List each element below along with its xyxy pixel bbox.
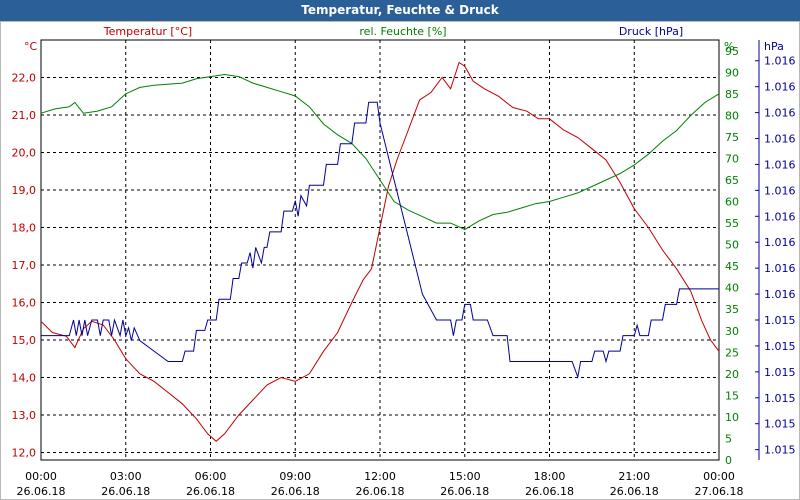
- humidity-tick-label: 20: [725, 368, 739, 381]
- humidity-tick-label: 30: [725, 325, 739, 338]
- humidity-tick-label: 45: [725, 260, 739, 273]
- x-tick-date: 26.06.18: [440, 485, 489, 498]
- pressure-tick-label: 1.015: [764, 340, 796, 353]
- humidity-tick-label: 60: [725, 196, 739, 209]
- temperature-axis-title: Temperatur [°C]: [103, 25, 192, 38]
- pressure-tick-label: 1.016: [764, 184, 796, 197]
- x-tick-date: 26.06.18: [17, 485, 66, 498]
- series-lines: [40, 61, 720, 442]
- x-tick-time: 06:00: [195, 470, 227, 483]
- x-tick-time: 18:00: [534, 470, 566, 483]
- pressure-tick-label: 1.016: [764, 210, 796, 223]
- x-tick-date: 26.06.18: [525, 485, 574, 498]
- humidity-tick-label: 80: [725, 109, 739, 122]
- temperature-series-line: [40, 61, 720, 442]
- pressure-tick-label: 1.015: [764, 444, 796, 457]
- temperature-tick-label: 18,0: [12, 222, 37, 235]
- x-tick-date: 26.06.18: [356, 485, 405, 498]
- pressure-tick-label: 1.015: [764, 418, 796, 431]
- temperature-tick-label: 14,0: [12, 372, 37, 385]
- tick-labels: 00:00 26.06.18 03:00 26.06.18 06:00 26.06.18 0…: [12, 45, 796, 498]
- pressure-tick-label: 1.015: [764, 392, 796, 405]
- pressure-tick-label: 1.016: [764, 81, 796, 94]
- axis-labels: °C Temperatur [°C] rel. Feuchte [%] Druc…: [24, 25, 784, 53]
- humidity-series-line: [40, 73, 720, 231]
- pressure-tick-label: 1.015: [764, 314, 796, 327]
- humidity-unit-label: %: [724, 40, 734, 53]
- humidity-tick-label: 50: [725, 239, 739, 252]
- x-tick-date: 26.06.18: [101, 485, 150, 498]
- x-tick-time: 00:00: [25, 470, 57, 483]
- pressure-tick-label: 1.016: [764, 133, 796, 146]
- temperature-tick-label: 17,0: [12, 259, 37, 272]
- axis-lines: [40, 39, 760, 461]
- pressure-tick-label: 1.016: [764, 262, 796, 275]
- humidity-tick-label: 25: [725, 346, 739, 359]
- x-tick-date: 27.06.18: [695, 485, 744, 498]
- pressure-unit-label: hPa: [764, 40, 784, 53]
- humidity-tick-label: 85: [725, 88, 739, 101]
- chart-title: Temperatur, Feuchte & Druck: [0, 0, 800, 21]
- pressure-tick-label: 1.016: [764, 288, 796, 301]
- humidity-tick-label: 5: [725, 432, 732, 445]
- humidity-tick-label: 70: [725, 152, 739, 165]
- temperature-tick-label: 20,0: [12, 147, 37, 160]
- temperature-tick-label: 12,0: [12, 447, 37, 460]
- humidity-tick-label: 75: [725, 131, 739, 144]
- plot-border: [40, 39, 720, 461]
- x-tick-date: 26.06.18: [610, 485, 659, 498]
- temperature-tick-label: 13,0: [12, 409, 37, 422]
- humidity-tick-label: 15: [725, 389, 739, 402]
- humidity-tick-label: 40: [725, 282, 739, 295]
- pressure-tick-label: 1.016: [764, 107, 796, 120]
- x-tick-time: 12:00: [364, 470, 396, 483]
- x-tick-time: 00:00: [703, 470, 735, 483]
- temperature-tick-label: 19,0: [12, 184, 37, 197]
- x-tick-date: 26.06.18: [186, 485, 235, 498]
- temperature-unit-label: °C: [24, 40, 38, 53]
- x-tick-date: 26.06.18: [271, 485, 320, 498]
- x-tick-time: 03:00: [110, 470, 142, 483]
- humidity-tick-label: 35: [725, 303, 739, 316]
- temperature-tick-label: 16,0: [12, 297, 37, 310]
- humidity-tick-label: 55: [725, 217, 739, 230]
- humidity-axis-title: rel. Feuchte [%]: [359, 25, 446, 38]
- humidity-tick-label: 65: [725, 174, 739, 187]
- humidity-tick-label: 10: [725, 411, 739, 424]
- humidity-tick-label: 90: [725, 66, 739, 79]
- humidity-tick-label: 95: [725, 45, 739, 58]
- grid-lines: [41, 40, 719, 460]
- x-tick-time: 21:00: [618, 470, 650, 483]
- pressure-axis-title: Druck [hPa]: [619, 25, 683, 38]
- temperature-tick-label: 21,0: [12, 109, 37, 122]
- x-tick-time: 15:00: [449, 470, 481, 483]
- x-tick-time: 09:00: [279, 470, 311, 483]
- pressure-tick-label: 1.016: [764, 236, 796, 249]
- pressure-tick-label: 1.016: [764, 158, 796, 171]
- temperature-tick-label: 22,0: [12, 72, 37, 85]
- pressure-tick-label: 1.015: [764, 366, 796, 379]
- temperature-tick-label: 15,0: [12, 334, 37, 347]
- humidity-tick-label: 0: [725, 454, 732, 467]
- pressure-series-line: [41, 101, 719, 379]
- pressure-tick-label: 1.016: [764, 55, 796, 68]
